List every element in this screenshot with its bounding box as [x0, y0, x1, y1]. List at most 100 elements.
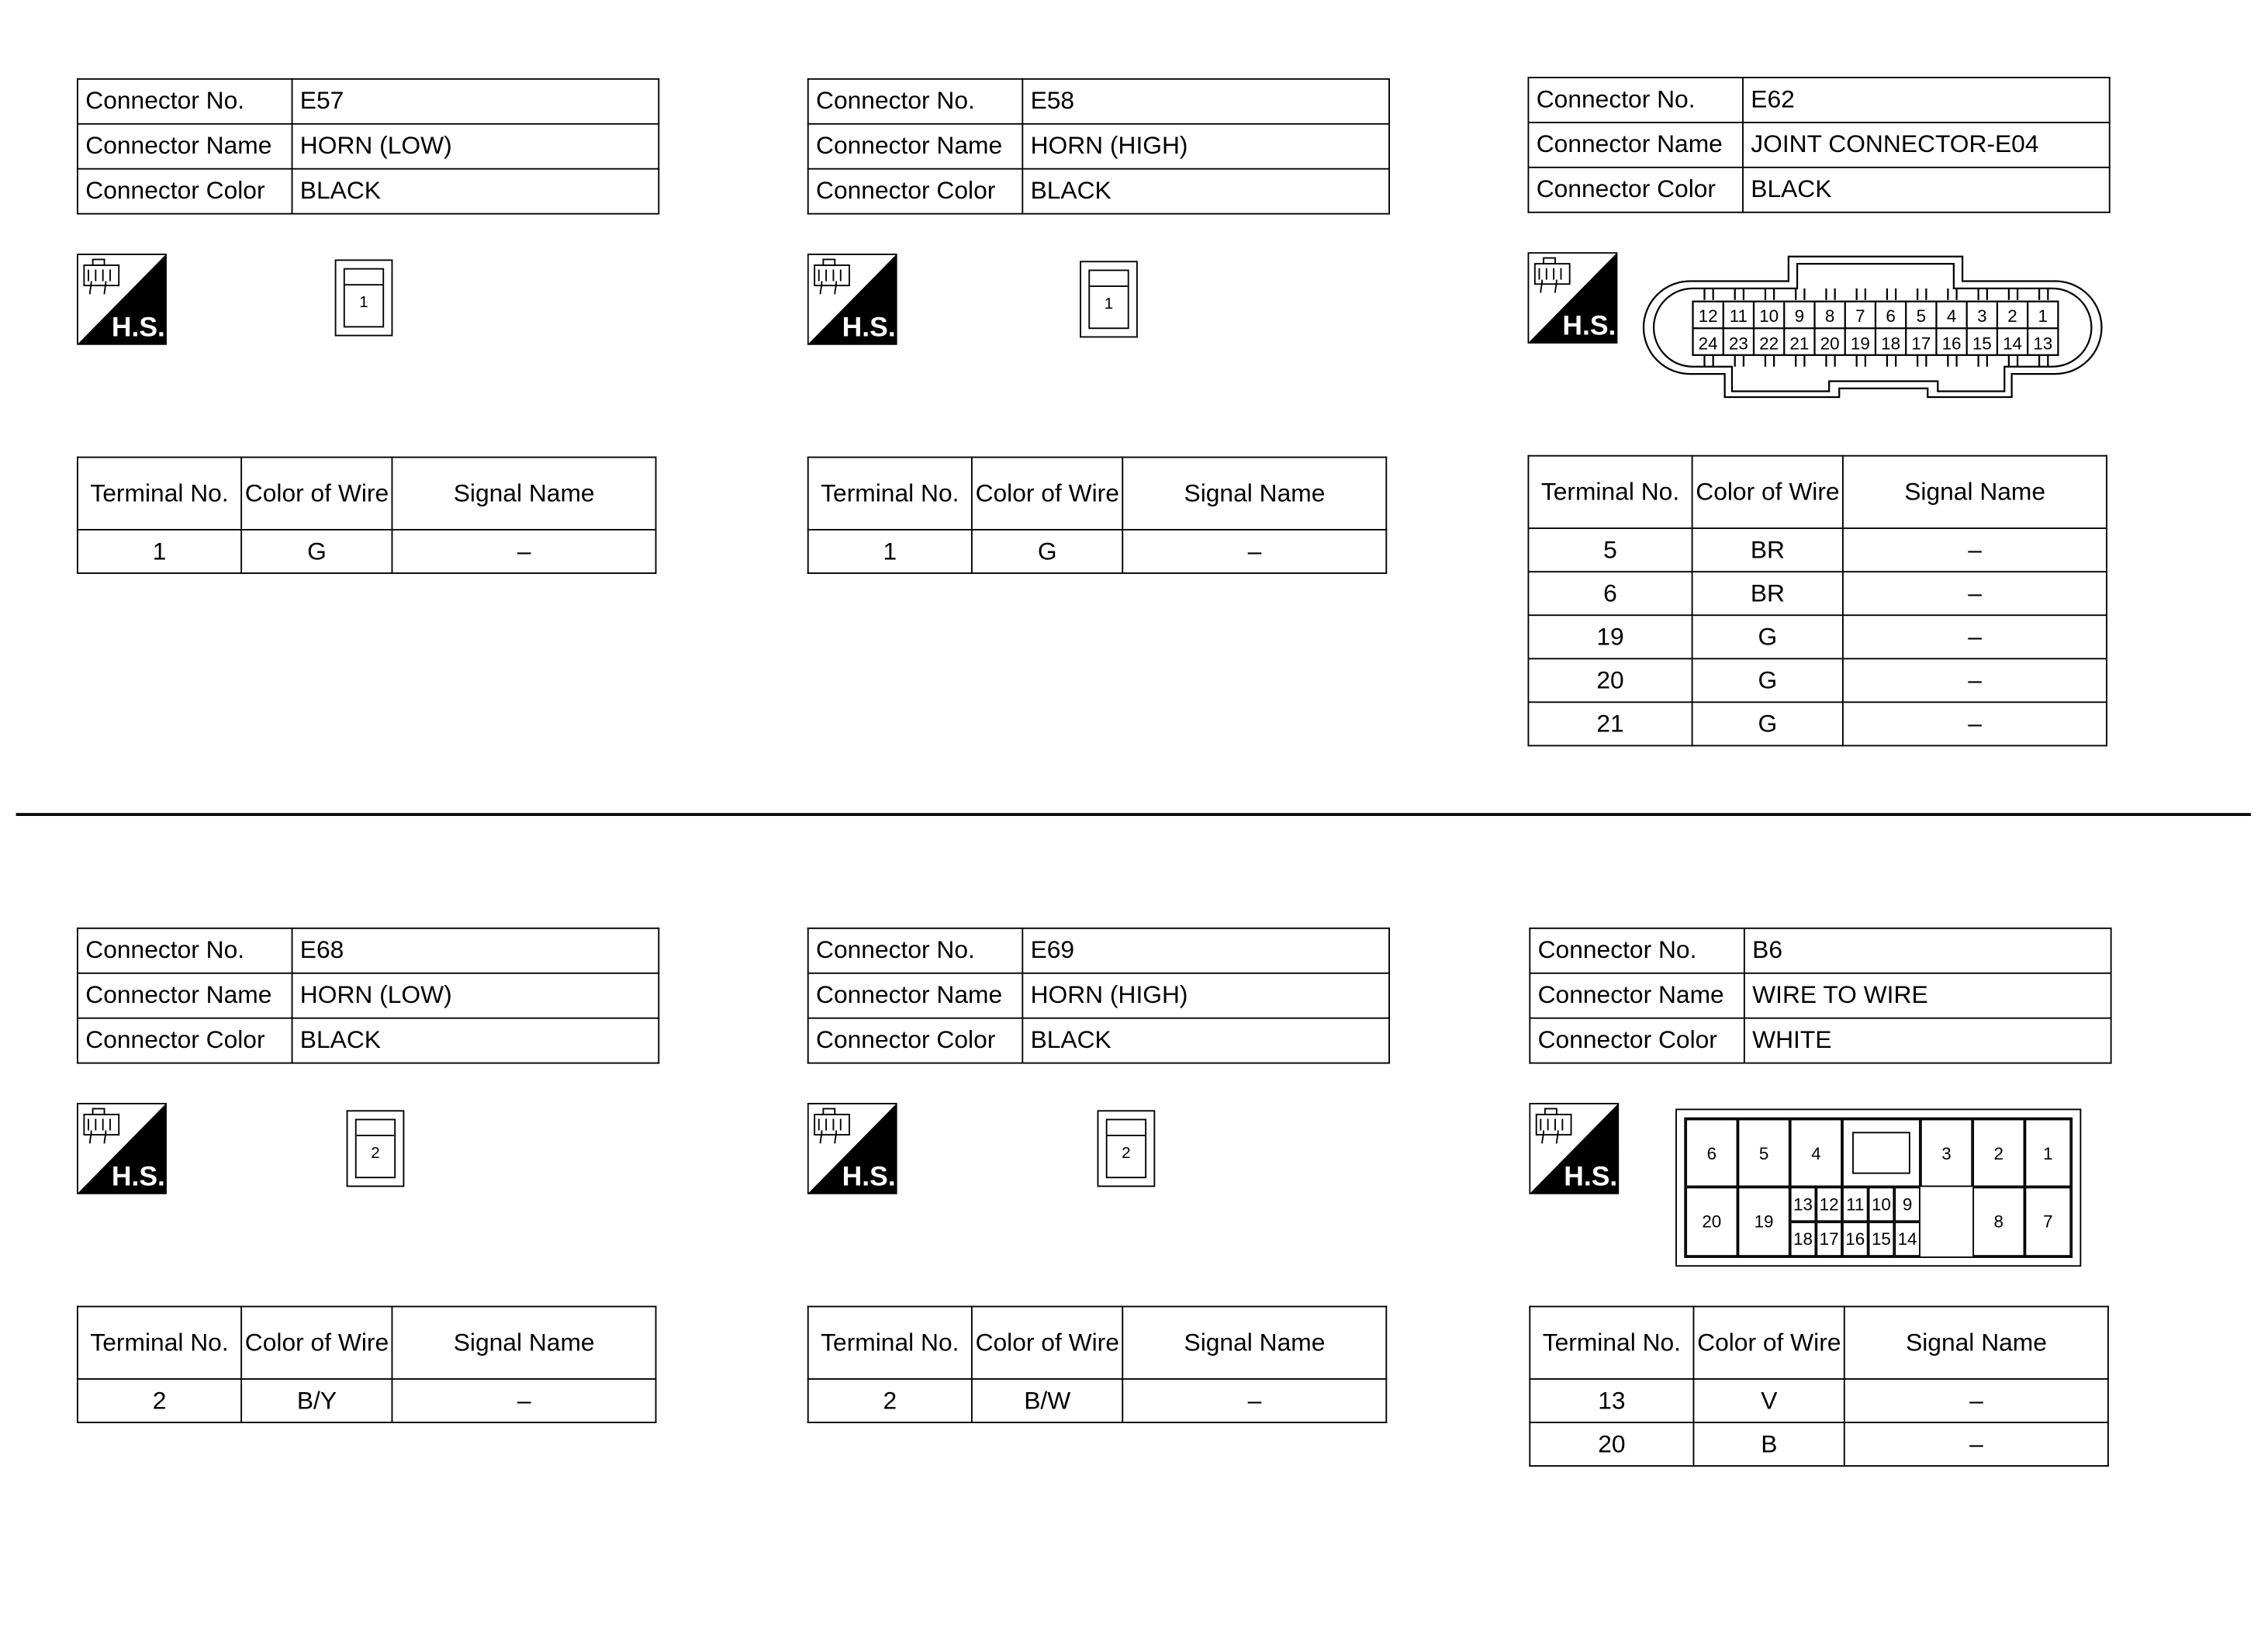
terminal-table: Terminal No. Color of Wire Signal Name 2 B/Y… [77, 1305, 657, 1423]
pin-label: 17 [1819, 1229, 1839, 1249]
pin-label: 7 [1855, 306, 1865, 326]
info-row-no: Connector No. E69 [807, 927, 1390, 974]
header-terminal-no: Terminal No. [1527, 454, 1693, 530]
connector-face-icon: 1 [1080, 261, 1138, 338]
wire-color: BR [1691, 527, 1844, 573]
info-row-name: Connector Name JOINT CONNECTOR-E04 [1527, 121, 2111, 168]
terminal-table: Terminal No. Color of Wire Signal Name 2 B/W… [807, 1305, 1388, 1423]
info-label: Connector No. [807, 78, 1024, 125]
pin-label: 12 [1819, 1194, 1839, 1215]
pin-label: 13 [1793, 1194, 1813, 1215]
terminal-table: Terminal No. Color of Wire Signal Name 1 G – [77, 456, 657, 574]
pin-label: 8 [1993, 1211, 2004, 1232]
info-value: E57 [291, 78, 660, 125]
pin-label: 3 [1977, 306, 1986, 326]
terminal-header-row: Terminal No. Color of Wire Signal Name [77, 456, 657, 531]
info-row-color: Connector Color BLACK [77, 1017, 660, 1064]
pin-cell: 20 [1685, 1187, 1738, 1257]
info-row-name: Connector Name HORN (LOW) [77, 123, 660, 170]
info-row-no: Connector No. E57 [77, 78, 660, 125]
pin-label: 15 [1871, 1229, 1891, 1249]
info-value: HORN (HIGH) [1022, 123, 1390, 170]
header-signal-name: Signal Name [1842, 454, 2107, 530]
info-label: Connector No. [807, 927, 1024, 974]
pin-label: 10 [1759, 306, 1779, 326]
header-signal-name: Signal Name [1122, 456, 1388, 531]
pin-label: 6 [1886, 306, 1895, 326]
wire-color: B/Y [240, 1378, 393, 1423]
info-label: Connector Color [1527, 166, 1744, 213]
pin-label: 1 [2043, 1142, 2053, 1163]
terminal-row: 5 BR – [1527, 527, 2107, 573]
terminal-no: 2 [807, 1378, 973, 1423]
terminal-no: 1 [807, 529, 973, 574]
connector-latch [1107, 1120, 1146, 1136]
header-terminal-no: Terminal No. [807, 1305, 973, 1380]
wire-color: G [1691, 701, 1844, 747]
pin-label: 21 [1789, 334, 1809, 353]
connector-panel-e62: Connector No. E62 Connector Name JOINT CONN… [1527, 77, 2122, 747]
pin-label: 8 [1825, 306, 1834, 326]
wire-color: G [1691, 614, 1844, 660]
key-slot [1852, 1132, 1910, 1174]
pin-label: 20 [1820, 334, 1840, 353]
terminal-no: 20 [1529, 1422, 1695, 1467]
pin-label: 1 [1104, 295, 1114, 313]
terminal-row: 6 BR – [1527, 571, 2107, 617]
terminal-row: 1 G – [77, 529, 657, 574]
info-row-name: Connector Name HORN (HIGH) [807, 123, 1390, 170]
terminal-header-row: Terminal No. Color of Wire Signal Name [1529, 1305, 2109, 1380]
info-row-name: Connector Name WIRE TO WIRE [1529, 972, 2112, 1019]
connector-housing: 1 [343, 268, 385, 328]
info-label: Connector Color [1529, 1017, 1745, 1064]
info-label: Connector Color [807, 1017, 1024, 1064]
hs-label: H.S. [1564, 1161, 1617, 1192]
pin-cell: 4 [1789, 1118, 1842, 1187]
pin-label: 1 [359, 294, 368, 312]
info-label: Connector No. [77, 927, 293, 974]
info-label: Connector Color [77, 168, 293, 215]
info-value: BLACK [1022, 1017, 1390, 1064]
info-value: BLACK [291, 168, 660, 215]
harness-side-icon: H.S. [77, 1103, 167, 1194]
wire-color: B/W [970, 1378, 1124, 1423]
wire-color: B [1692, 1422, 1846, 1467]
signal-name: – [1842, 614, 2107, 660]
harness-side-icon: H.S. [1527, 252, 1618, 344]
info-label: Connector No. [77, 78, 293, 125]
terminal-header-row: Terminal No. Color of Wire Signal Name [807, 1305, 1388, 1380]
pin-label: 1 [2038, 306, 2048, 326]
pin-label: 4 [1947, 306, 1956, 326]
connector-face-icon: 2 [346, 1110, 405, 1187]
connector-housing: 2 [354, 1118, 396, 1179]
connector-info-table: Connector No. E62 Connector Name JOINT CONN… [1527, 77, 2111, 213]
pin-label: 2 [2007, 306, 2017, 326]
info-row-color: Connector Color BLACK [77, 168, 660, 215]
signal-name: – [391, 529, 657, 574]
pin-label: 14 [1897, 1229, 1917, 1249]
terminal-no: 2 [77, 1378, 243, 1423]
info-label: Connector No. [1527, 77, 1744, 123]
info-value: B6 [1743, 927, 2112, 974]
terminal-table: Terminal No. Color of Wire Signal Name 1 G – [807, 456, 1388, 574]
terminal-no: 6 [1527, 571, 1693, 617]
info-value: E62 [1742, 77, 2111, 123]
info-label: Connector Name [77, 123, 293, 170]
header-color-of-wire: Color of Wire [240, 1305, 393, 1380]
terminal-table: Terminal No. Color of Wire Signal Name 13 V –… [1529, 1305, 2109, 1467]
connector-info-table: Connector No. E57 Connector Name HORN (LOW)… [77, 78, 660, 215]
pin-label: 23 [1729, 334, 1748, 353]
info-value: HORN (LOW) [291, 123, 660, 170]
terminal-no: 20 [1527, 658, 1693, 703]
signal-name: – [1842, 701, 2107, 747]
info-value: E69 [1022, 927, 1390, 974]
terminal-header-row: Terminal No. Color of Wire Signal Name [77, 1305, 657, 1380]
signal-name: – [1842, 527, 2107, 573]
pin-label: 11 [1730, 306, 1748, 326]
hs-label: H.S. [112, 1161, 165, 1192]
hs-label: H.S. [842, 1161, 896, 1192]
pin-label: 5 [1917, 306, 1926, 326]
pin-label: 4 [1811, 1142, 1821, 1163]
terminal-row: 1 G – [807, 529, 1388, 574]
info-row-color: Connector Color BLACK [1527, 166, 2111, 213]
